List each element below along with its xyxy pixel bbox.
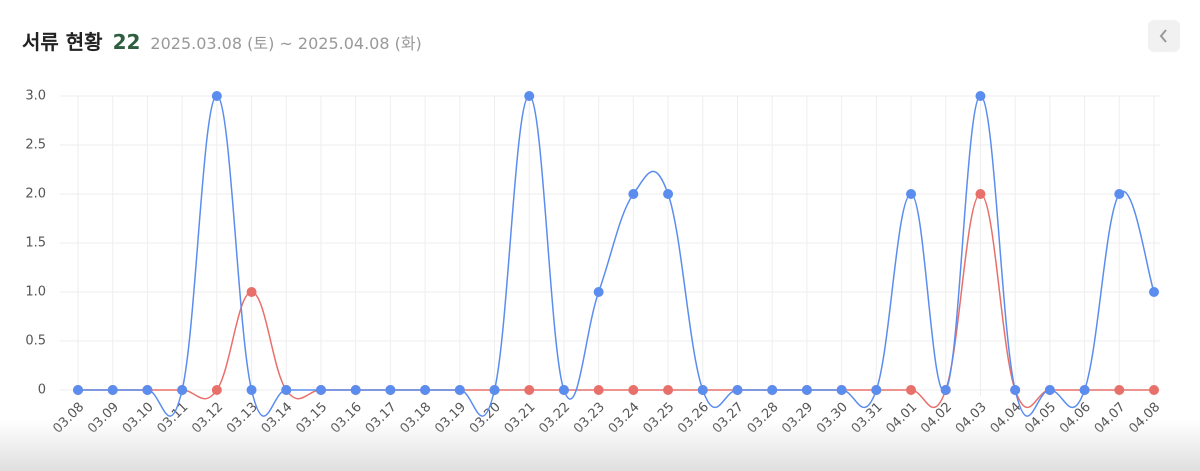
line — [78, 95, 1155, 417]
point — [350, 385, 361, 395]
x-tick-label: 03.10 — [120, 400, 157, 437]
title: 서류 현황 — [22, 30, 103, 54]
point — [697, 385, 708, 395]
point — [663, 385, 674, 395]
x-tick-label: 03.23 — [571, 400, 608, 437]
point — [663, 189, 674, 199]
x-tick-label: 03.27 — [710, 400, 747, 437]
point — [246, 385, 257, 395]
x-tick-label: 03.31 — [849, 400, 886, 437]
y-tick-label: 1.0 — [25, 285, 46, 300]
back-button[interactable] — [1148, 20, 1180, 52]
y-tick-label: 3.0 — [25, 89, 46, 104]
x-tick-label: 03.25 — [640, 400, 677, 437]
point — [1114, 385, 1125, 395]
point — [107, 385, 118, 395]
point — [420, 385, 431, 395]
date-range: 2025.03.08 (토) ~ 2025.04.08 (화) — [150, 34, 422, 53]
point — [593, 385, 604, 395]
point — [871, 385, 882, 395]
point — [836, 385, 847, 395]
y-tick-label: 1.5 — [25, 236, 46, 251]
y-tick-label: 0 — [38, 383, 46, 398]
y-tick-label: 2.0 — [25, 187, 46, 202]
point — [385, 385, 396, 395]
x-tick-label: 03.21 — [502, 400, 539, 437]
x-tick-label: 03.26 — [675, 400, 712, 437]
count: 22 — [112, 30, 141, 54]
x-tick-label: 03.29 — [779, 400, 816, 437]
point — [315, 385, 326, 395]
point — [593, 287, 604, 297]
point — [524, 91, 535, 101]
point — [211, 91, 222, 101]
point — [524, 385, 535, 395]
x-tick-label: 03.22 — [536, 400, 573, 437]
x-tick-label: 04.05 — [1022, 400, 1059, 437]
point — [1010, 385, 1021, 395]
back-icon — [1159, 29, 1167, 43]
point — [975, 189, 986, 199]
point — [489, 385, 500, 395]
point — [1149, 287, 1159, 297]
x-tick-label: 04.03 — [953, 400, 990, 437]
x-tick-label: 04.07 — [1092, 400, 1129, 437]
point — [1044, 385, 1055, 395]
x-tick-label: 03.18 — [397, 400, 434, 437]
point — [1149, 385, 1159, 395]
y-tick-label: 0.5 — [25, 334, 46, 349]
x-tick-label: 03.28 — [745, 400, 782, 437]
x-tick-label: 03.19 — [432, 400, 469, 437]
x-tick-label: 04.08 — [1126, 400, 1163, 437]
point — [1114, 189, 1125, 199]
point — [177, 385, 188, 395]
point — [142, 385, 153, 395]
x-tick-label: 03.15 — [293, 400, 330, 437]
y-tick-label: 2.5 — [25, 138, 46, 153]
point — [211, 385, 222, 395]
point — [628, 385, 639, 395]
point — [246, 287, 257, 297]
x-tick-label: 03.12 — [189, 400, 226, 437]
point — [73, 385, 83, 395]
x-tick-label: 03.14 — [259, 400, 296, 437]
line — [78, 193, 1154, 409]
point — [454, 385, 465, 395]
x-tick-label: 04.01 — [883, 400, 920, 437]
point — [801, 385, 812, 395]
x-tick-label: 03.09 — [85, 400, 122, 437]
point — [628, 189, 639, 199]
x-tick-label: 03.08 — [50, 400, 87, 437]
x-tick-label: 03.17 — [363, 400, 400, 437]
point — [975, 91, 986, 101]
point — [767, 385, 778, 395]
point — [558, 385, 569, 395]
point — [906, 189, 917, 199]
x-tick-label: 03.30 — [814, 400, 851, 437]
x-tick-label: 03.24 — [606, 400, 643, 437]
x-tick-label: 03.16 — [328, 400, 365, 437]
point — [1079, 385, 1090, 395]
x-tick-label: 04.02 — [918, 400, 955, 437]
point — [940, 385, 951, 395]
point — [732, 385, 743, 395]
x-tick-label: 04.06 — [1057, 400, 1094, 437]
point — [906, 385, 917, 395]
point — [281, 385, 292, 395]
header: 서류 현황 22 2025.03.08 (토) ~ 2025.04.08 (화) — [22, 26, 422, 55]
